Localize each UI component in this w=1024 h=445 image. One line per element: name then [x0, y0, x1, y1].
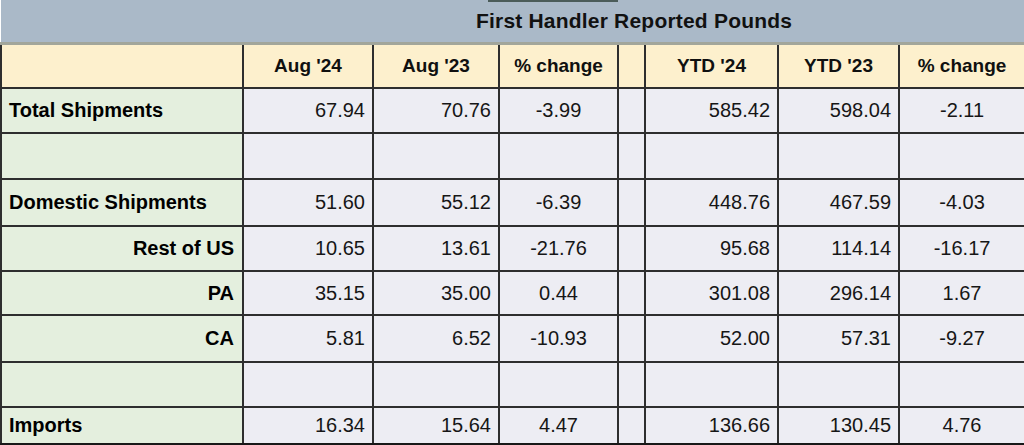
row-blank-1 — [1, 133, 1024, 179]
blank-cell — [899, 362, 1024, 407]
cell-pct-ytd: 4.76 — [899, 407, 1024, 445]
blank-cell — [499, 133, 618, 179]
cell-aug23: 6.52 — [373, 315, 499, 362]
row-label: CA — [1, 315, 243, 362]
cell-aug23: 35.00 — [373, 271, 499, 315]
cell-pct-month: 4.47 — [499, 407, 618, 445]
spacer-cell — [618, 226, 645, 271]
spacer-cell — [618, 315, 645, 362]
row-imports: Imports 16.34 15.64 4.47 136.66 130.45 4… — [1, 407, 1024, 445]
blank-cell — [373, 362, 499, 407]
row-blank-2 — [1, 362, 1024, 407]
row-label: Total Shipments — [1, 88, 243, 133]
cell-ytd24: 52.00 — [645, 315, 778, 362]
cell-pct-month: -21.76 — [499, 226, 618, 271]
blank-cell — [645, 133, 778, 179]
cell-ytd23: 130.45 — [778, 407, 899, 445]
blank-cell — [243, 362, 373, 407]
header-pct-change-month: % change — [499, 43, 618, 88]
cell-ytd23: 598.04 — [778, 88, 899, 133]
row-label: Rest of US — [1, 226, 243, 271]
top-edge-sliver — [488, 0, 618, 2]
cell-aug23: 70.76 — [373, 88, 499, 133]
cell-pct-month: 0.44 — [499, 271, 618, 315]
first-handler-table: First Handler Reported Pounds Aug '24 Au… — [0, 0, 1024, 445]
table-title: First Handler Reported Pounds — [243, 0, 1024, 43]
cell-pct-ytd: -16.17 — [899, 226, 1024, 271]
cell-pct-month: -10.93 — [499, 315, 618, 362]
blank-cell — [243, 133, 373, 179]
blank-label-cell — [1, 133, 243, 179]
cell-aug24: 16.34 — [243, 407, 373, 445]
cell-pct-month: -6.39 — [499, 179, 618, 226]
cell-ytd23: 57.31 — [778, 315, 899, 362]
cell-aug23: 55.12 — [373, 179, 499, 226]
header-aug24: Aug '24 — [243, 43, 373, 88]
header-blank-cell — [1, 43, 243, 88]
row-rest-of-us: Rest of US 10.65 13.61 -21.76 95.68 114.… — [1, 226, 1024, 271]
title-row: First Handler Reported Pounds — [1, 0, 1024, 43]
row-ca: CA 5.81 6.52 -10.93 52.00 57.31 -9.27 — [1, 315, 1024, 362]
row-label: Imports — [1, 407, 243, 445]
cell-aug24: 51.60 — [243, 179, 373, 226]
title-left-blank-cell — [1, 0, 243, 43]
cell-ytd23: 296.14 — [778, 271, 899, 315]
spacer-cell — [618, 362, 645, 407]
spacer-cell — [618, 179, 645, 226]
cell-aug24: 10.65 — [243, 226, 373, 271]
cell-ytd23: 114.14 — [778, 226, 899, 271]
header-ytd23: YTD '23 — [778, 43, 899, 88]
header-aug23: Aug '23 — [373, 43, 499, 88]
column-header-row: Aug '24 Aug '23 % change YTD '24 YTD '23… — [1, 43, 1024, 88]
cell-ytd24: 448.76 — [645, 179, 778, 226]
blank-cell — [778, 362, 899, 407]
cell-pct-ytd: -4.03 — [899, 179, 1024, 226]
blank-cell — [899, 133, 1024, 179]
cell-ytd24: 95.68 — [645, 226, 778, 271]
row-pa: PA 35.15 35.00 0.44 301.08 296.14 1.67 — [1, 271, 1024, 315]
spacer-cell — [618, 88, 645, 133]
cell-ytd24: 136.66 — [645, 407, 778, 445]
row-label: Domestic Shipments — [1, 179, 243, 226]
cell-aug24: 5.81 — [243, 315, 373, 362]
blank-cell — [645, 362, 778, 407]
cell-ytd24: 585.42 — [645, 88, 778, 133]
cell-aug23: 13.61 — [373, 226, 499, 271]
report-table-screenshot: First Handler Reported Pounds Aug '24 Au… — [0, 0, 1024, 445]
blank-cell — [373, 133, 499, 179]
cell-pct-ytd: -9.27 — [899, 315, 1024, 362]
cell-ytd24: 301.08 — [645, 271, 778, 315]
cell-aug24: 67.94 — [243, 88, 373, 133]
cell-aug23: 15.64 — [373, 407, 499, 445]
cell-aug24: 35.15 — [243, 271, 373, 315]
row-total-shipments: Total Shipments 67.94 70.76 -3.99 585.42… — [1, 88, 1024, 133]
cell-pct-ytd: -2.11 — [899, 88, 1024, 133]
cell-pct-ytd: 1.67 — [899, 271, 1024, 315]
spacer-cell — [618, 133, 645, 179]
spacer-cell — [618, 271, 645, 315]
header-pct-change-ytd: % change — [899, 43, 1024, 88]
blank-cell — [778, 133, 899, 179]
blank-label-cell — [1, 362, 243, 407]
header-spacer-cell — [618, 43, 645, 88]
row-domestic-shipments: Domestic Shipments 51.60 55.12 -6.39 448… — [1, 179, 1024, 226]
spacer-cell — [618, 407, 645, 445]
blank-cell — [499, 362, 618, 407]
cell-ytd23: 467.59 — [778, 179, 899, 226]
cell-pct-month: -3.99 — [499, 88, 618, 133]
row-label: PA — [1, 271, 243, 315]
header-ytd24: YTD '24 — [645, 43, 778, 88]
